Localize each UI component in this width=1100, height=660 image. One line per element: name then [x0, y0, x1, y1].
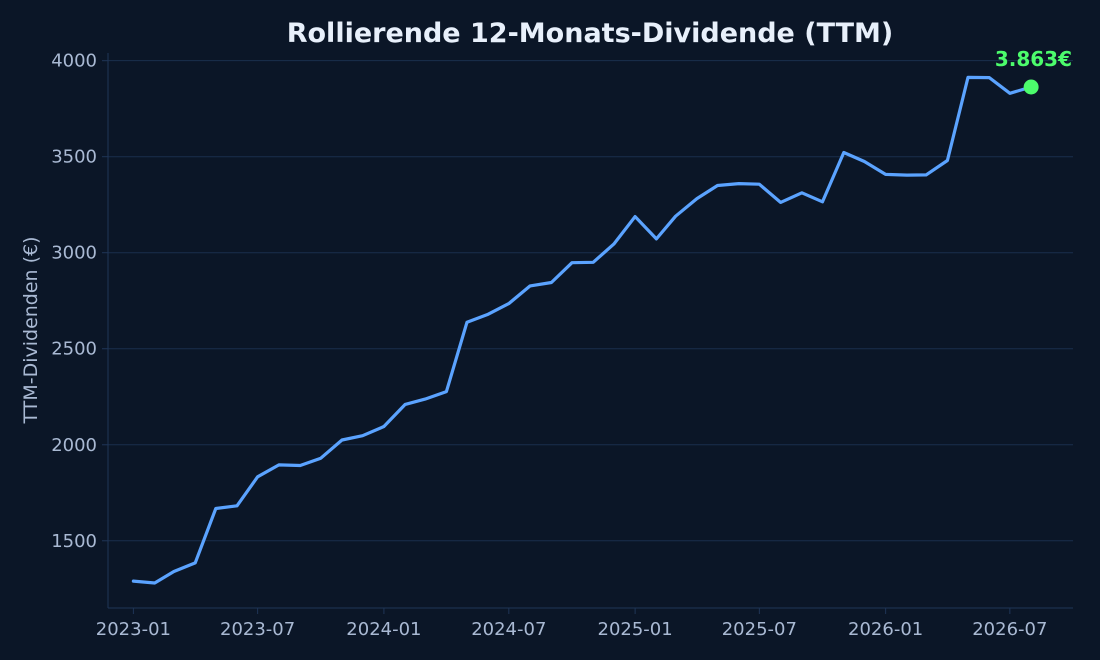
last-value-label: 3.863€ [995, 47, 1072, 71]
x-tick-label-2026-07: 2026-07 [972, 619, 1047, 640]
x-tick-label-2025-07: 2025-07 [722, 619, 797, 640]
series-ttm-dividend [131, 75, 1033, 585]
chart-title: Rollierende 12-Monats-Dividende (TTM) [287, 18, 894, 49]
x-tick-label-2025-01: 2025-01 [598, 619, 673, 640]
last-value-annotation: 3.863€ [995, 47, 1072, 95]
x-tick-label-2026-01: 2026-01 [848, 619, 923, 640]
y-tick-label-3000: 3000 [51, 243, 97, 264]
y-tick-labels: 1500 2000 2500 3000 3500 4000 [51, 51, 97, 552]
x-tick-label-2023-01: 2023-01 [96, 619, 171, 640]
x-tick-label-2024-07: 2024-07 [471, 619, 546, 640]
last-value-marker [1023, 79, 1039, 95]
y-tick-label-1500: 1500 [51, 531, 97, 552]
y-tick-label-3500: 3500 [51, 147, 97, 168]
y-axis-label: TTM-Dividenden (€) [20, 236, 42, 424]
series-line [131, 75, 1033, 585]
y-tick-label-2500: 2500 [51, 339, 97, 360]
x-tick-label-2024-01: 2024-01 [346, 619, 421, 640]
gridlines [108, 60, 1073, 542]
y-tick-label-2000: 2000 [51, 435, 97, 456]
y-tick-label-4000: 4000 [51, 51, 97, 72]
x-tick-label-2023-07: 2023-07 [220, 619, 295, 640]
axes [102, 53, 1073, 614]
x-tick-labels: 2023-01 2023-07 2024-01 2024-07 2025-01 2025-… [96, 619, 1048, 640]
